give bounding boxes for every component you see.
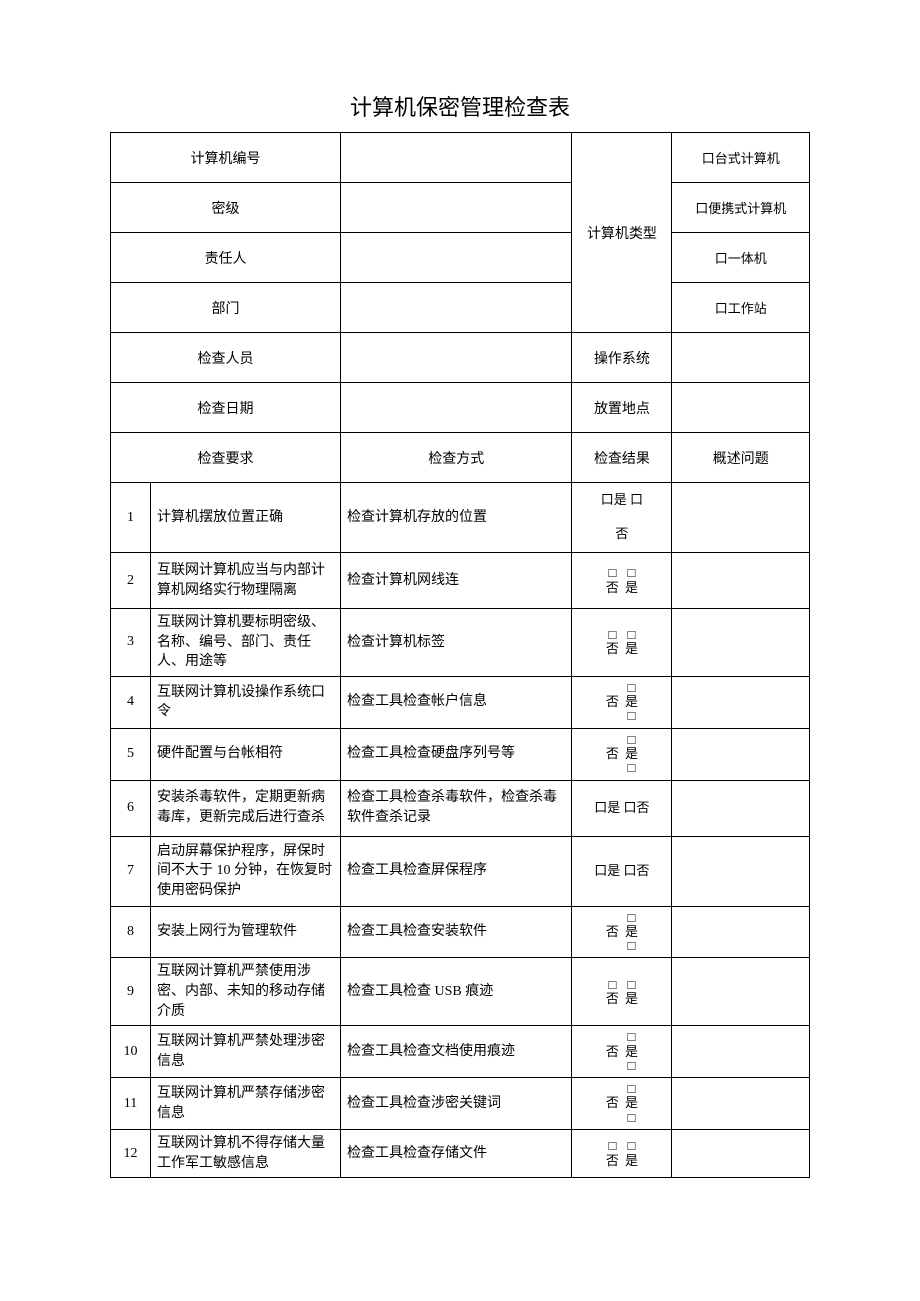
row-method: 检查计算机标签 <box>341 609 572 677</box>
os-label: 操作系统 <box>572 333 672 383</box>
table-row: 6安装杀毒软件，定期更新病毒库，更新完成后进行查杀检查工具检查杀毒软件，检查杀毒… <box>111 780 810 836</box>
inspector-value <box>341 333 572 383</box>
row-issue <box>672 676 810 728</box>
table-row: 8安装上网行为管理软件检查工具检查安装软件否□是□ <box>111 906 810 958</box>
row-number: 3 <box>111 609 151 677</box>
col-result: 检查结果 <box>572 433 672 483</box>
row-method: 检查工具检查帐户信息 <box>341 676 572 728</box>
table-row: 11互联网计算机严禁存储涉密信息检查工具检查涉密关键词否□是□ <box>111 1078 810 1130</box>
responsible-value <box>341 233 572 283</box>
row-number: 11 <box>111 1078 151 1130</box>
row-result: 否□是□ <box>572 1078 672 1130</box>
row-issue <box>672 1078 810 1130</box>
secret-level-value <box>341 183 572 233</box>
row-issue <box>672 780 810 836</box>
row-result: 口是 口 否 <box>572 483 672 553</box>
row-number: 10 <box>111 1026 151 1078</box>
type-workstation: 口工作站 <box>672 283 810 333</box>
table-row: 1计算机摆放位置正确检查计算机存放的位置口是 口 否 <box>111 483 810 553</box>
col-method: 检查方式 <box>341 433 572 483</box>
row-requirement: 互联网计算机应当与内部计算机网络实行物理隔离 <box>151 553 341 609</box>
table-row: 2互联网计算机应当与内部计算机网络实行物理隔离检查计算机网线连□否□是 <box>111 553 810 609</box>
row-requirement: 硬件配置与台帐相符 <box>151 728 341 780</box>
row-issue <box>672 1130 810 1178</box>
row-number: 12 <box>111 1130 151 1178</box>
row-method: 检查工具检查涉密关键词 <box>341 1078 572 1130</box>
table-row: 5硬件配置与台帐相符检查工具检查硬盘序列号等否□是□ <box>111 728 810 780</box>
row-method: 检查工具检查 USB 痕迹 <box>341 958 572 1026</box>
page-title: 计算机保密管理检查表 <box>110 90 810 122</box>
row-result: 口是 口否 <box>572 780 672 836</box>
row-number: 1 <box>111 483 151 553</box>
table-row: 9互联网计算机严禁使用涉密、内部、未知的移动存储介质检查工具检查 USB 痕迹□… <box>111 958 810 1026</box>
row-number: 6 <box>111 780 151 836</box>
inspector-label: 检查人员 <box>111 333 341 383</box>
secret-level-label: 密级 <box>111 183 341 233</box>
type-aio: 口一体机 <box>672 233 810 283</box>
row-issue <box>672 836 810 906</box>
row-requirement: 互联网计算机严禁使用涉密、内部、未知的移动存储介质 <box>151 958 341 1026</box>
os-value <box>672 333 810 383</box>
location-label: 放置地点 <box>572 383 672 433</box>
row-requirement: 互联网计算机设操作系统口令 <box>151 676 341 728</box>
row-requirement: 互联网计算机要标明密级、名称、编号、部门、责任人、用途等 <box>151 609 341 677</box>
row-number: 8 <box>111 906 151 958</box>
row-result: 否□是□ <box>572 676 672 728</box>
row-method: 检查工具检查安装软件 <box>341 906 572 958</box>
row-number: 2 <box>111 553 151 609</box>
row-number: 7 <box>111 836 151 906</box>
row-result: 口是 口否 <box>572 836 672 906</box>
table-row: 4互联网计算机设操作系统口令检查工具检查帐户信息否□是□ <box>111 676 810 728</box>
row-requirement: 安装杀毒软件，定期更新病毒库，更新完成后进行查杀 <box>151 780 341 836</box>
inspect-date-value <box>341 383 572 433</box>
row-result: □否□是 <box>572 958 672 1026</box>
row-requirement: 互联网计算机严禁处理涉密信息 <box>151 1026 341 1078</box>
department-value <box>341 283 572 333</box>
table-row: 10互联网计算机严禁处理涉密信息检查工具检查文档使用痕迹否□是□ <box>111 1026 810 1078</box>
row-issue <box>672 553 810 609</box>
row-result: □否□是 <box>572 1130 672 1178</box>
computer-id-value <box>341 133 572 183</box>
table-row: 3互联网计算机要标明密级、名称、编号、部门、责任人、用途等检查计算机标签□否□是 <box>111 609 810 677</box>
row-issue <box>672 609 810 677</box>
row-requirement: 计算机摆放位置正确 <box>151 483 341 553</box>
row-requirement: 启动屏幕保护程序，屏保时间不大于 10 分钟，在恢复时使用密码保护 <box>151 836 341 906</box>
responsible-label: 责任人 <box>111 233 341 283</box>
row-number: 4 <box>111 676 151 728</box>
row-result: □否□是 <box>572 609 672 677</box>
row-result: 否□是□ <box>572 1026 672 1078</box>
location-value <box>672 383 810 433</box>
row-issue <box>672 483 810 553</box>
col-requirement: 检查要求 <box>111 433 341 483</box>
table-row: 7启动屏幕保护程序，屏保时间不大于 10 分钟，在恢复时使用密码保护检查工具检查… <box>111 836 810 906</box>
row-issue <box>672 1026 810 1078</box>
row-requirement: 安装上网行为管理软件 <box>151 906 341 958</box>
computer-type-label: 计算机类型 <box>572 133 672 333</box>
computer-id-label: 计算机编号 <box>111 133 341 183</box>
row-requirement: 互联网计算机不得存储大量工作军工敏感信息 <box>151 1130 341 1178</box>
row-issue <box>672 906 810 958</box>
inspection-table: 计算机编号 计算机类型 口台式计算机 密级 口便携式计算机 责任人 口一体机 部… <box>110 132 810 1178</box>
table-row: 12互联网计算机不得存储大量工作军工敏感信息检查工具检查存储文件□否□是 <box>111 1130 810 1178</box>
row-method: 检查工具检查存储文件 <box>341 1130 572 1178</box>
row-number: 5 <box>111 728 151 780</box>
type-laptop: 口便携式计算机 <box>672 183 810 233</box>
row-method: 检查计算机存放的位置 <box>341 483 572 553</box>
row-issue <box>672 728 810 780</box>
inspect-date-label: 检查日期 <box>111 383 341 433</box>
row-method: 检查工具检查文档使用痕迹 <box>341 1026 572 1078</box>
type-desktop: 口台式计算机 <box>672 133 810 183</box>
row-method: 检查工具检查屏保程序 <box>341 836 572 906</box>
row-method: 检查工具检查杀毒软件，检查杀毒软件查杀记录 <box>341 780 572 836</box>
row-number: 9 <box>111 958 151 1026</box>
row-result: 否□是□ <box>572 906 672 958</box>
department-label: 部门 <box>111 283 341 333</box>
row-result: 否□是□ <box>572 728 672 780</box>
row-requirement: 互联网计算机严禁存储涉密信息 <box>151 1078 341 1130</box>
col-issue: 概述问题 <box>672 433 810 483</box>
row-method: 检查计算机网线连 <box>341 553 572 609</box>
row-result: □否□是 <box>572 553 672 609</box>
row-issue <box>672 958 810 1026</box>
row-method: 检查工具检查硬盘序列号等 <box>341 728 572 780</box>
